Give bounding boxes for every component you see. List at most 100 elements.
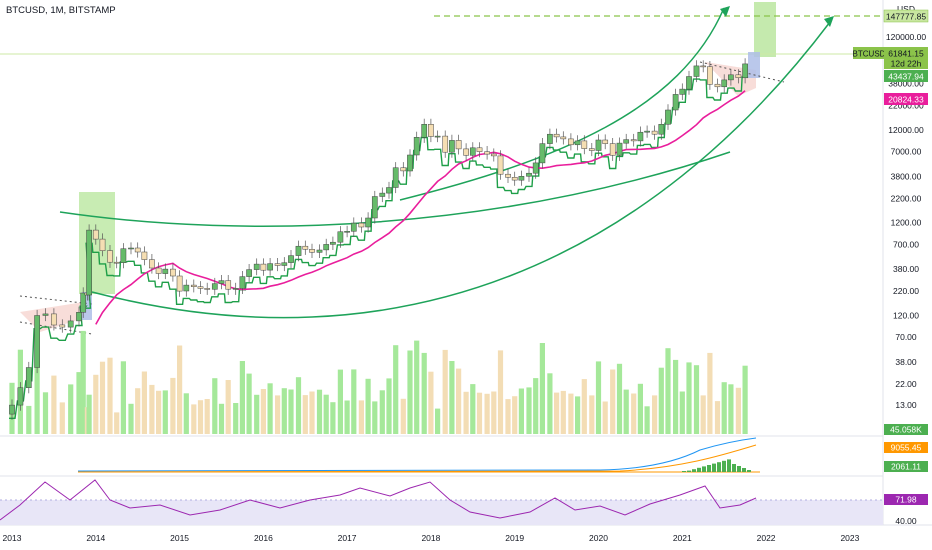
candle: [616, 142, 623, 156]
price-tick-label: 38000.00: [888, 79, 924, 89]
candle: [337, 231, 344, 243]
volume-bar: [421, 352, 427, 434]
price-tick-label: 120.00: [893, 311, 919, 321]
candle: [400, 167, 407, 172]
volume-bar: [616, 363, 623, 434]
svg-text:12d 22h: 12d 22h: [891, 59, 922, 69]
candle: [176, 275, 183, 292]
volume-bar: [665, 348, 671, 434]
price-tick-label: 700.00: [893, 239, 919, 249]
candle: [476, 147, 483, 152]
stair-indicator: [9, 76, 749, 419]
time-tick-label: 2017: [338, 533, 357, 543]
volume-bar: [288, 389, 294, 434]
candle: [218, 280, 225, 284]
candle: [253, 263, 260, 270]
price-tick-label: 2200.00: [891, 193, 922, 203]
candle: [574, 140, 581, 146]
candle: [155, 267, 162, 274]
volume-bar: [442, 349, 448, 434]
time-axis[interactable]: 2013 2014 2015 2016 2017 2018 2019 2020 2021 2022…: [3, 533, 860, 543]
volume-bar: [218, 403, 225, 434]
candle: [323, 244, 330, 251]
highlight-box-2013: [79, 192, 115, 294]
candle: [288, 255, 294, 263]
time-tick-label: 2021: [673, 533, 692, 543]
candle: [665, 109, 671, 125]
volume-bar: [518, 388, 524, 434]
candle: [120, 248, 127, 263]
volume-bar: [135, 388, 141, 434]
price-tick-label: 22000.00: [888, 101, 924, 111]
volume-bar: [463, 391, 469, 434]
volume-bar: [589, 395, 595, 434]
candle: [80, 292, 87, 313]
volume-bar: [93, 374, 99, 434]
volume-bar: [372, 401, 378, 434]
candle: [295, 245, 302, 256]
candles: [9, 58, 748, 420]
candle: [700, 65, 707, 68]
volume-bar: [141, 371, 147, 434]
volume-bar: [693, 365, 700, 434]
candle: [225, 280, 232, 290]
channel-lower-curve: [91, 21, 831, 319]
volume-bar: [239, 361, 245, 434]
candle: [99, 238, 106, 251]
candle: [672, 94, 679, 111]
candle: [686, 76, 692, 90]
volume-bar: [156, 390, 162, 434]
time-tick-label: 2013: [3, 533, 22, 543]
candle: [547, 133, 553, 144]
price-tick-label: 70.00: [895, 332, 917, 342]
candle: [246, 269, 252, 277]
volume-bar: [246, 373, 252, 434]
volume-bar: [637, 383, 643, 434]
candle: [149, 259, 155, 269]
volume-bar: [80, 330, 86, 434]
volume-bar: [735, 387, 741, 434]
currency-label: USD: [897, 4, 915, 14]
candle: [162, 268, 169, 274]
volume-bar: [610, 369, 616, 434]
candle: [309, 249, 315, 253]
time-tick-label: 2015: [170, 533, 189, 543]
volume-bar: [491, 391, 497, 434]
badge-level-top: 147777.85: [883, 9, 929, 23]
volume-bar: [575, 396, 581, 434]
volume-bar: [533, 378, 539, 434]
volume-bar: [714, 401, 721, 434]
macd-histogram-bar: [687, 470, 691, 472]
volume-bar: [233, 403, 239, 434]
macd-histogram-bar: [732, 464, 736, 472]
volume-bar: [344, 400, 350, 434]
candle: [392, 167, 399, 188]
candle: [344, 231, 350, 233]
volume-bar: [526, 387, 532, 434]
candle: [107, 250, 113, 263]
volume-bar: [316, 389, 323, 434]
candle: [197, 286, 204, 289]
candle: [595, 139, 602, 151]
candle: [553, 133, 560, 138]
volume-bar: [99, 361, 106, 434]
macd-histogram-bar: [712, 463, 716, 472]
time-tick-label: 2023: [840, 533, 859, 543]
candle: [658, 124, 665, 135]
candle: [539, 143, 546, 164]
volume-bar: [379, 390, 385, 434]
price-tick-label: 220.00: [893, 286, 919, 296]
volume-bar: [400, 398, 406, 434]
volume-bar: [351, 369, 357, 434]
rsi-axis-tick: 40.00: [895, 516, 917, 526]
macd-histogram-bar: [692, 469, 696, 472]
volume-bar: [652, 395, 658, 434]
volume-bar: [51, 375, 57, 434]
volume-bar: [26, 405, 32, 434]
badge-volume: 45.058K: [884, 424, 928, 435]
macd-histogram-bar: [742, 468, 746, 472]
volume-bar: [107, 357, 113, 434]
volume-bar: [212, 378, 218, 434]
price-tick-label: 7000.00: [891, 147, 922, 157]
